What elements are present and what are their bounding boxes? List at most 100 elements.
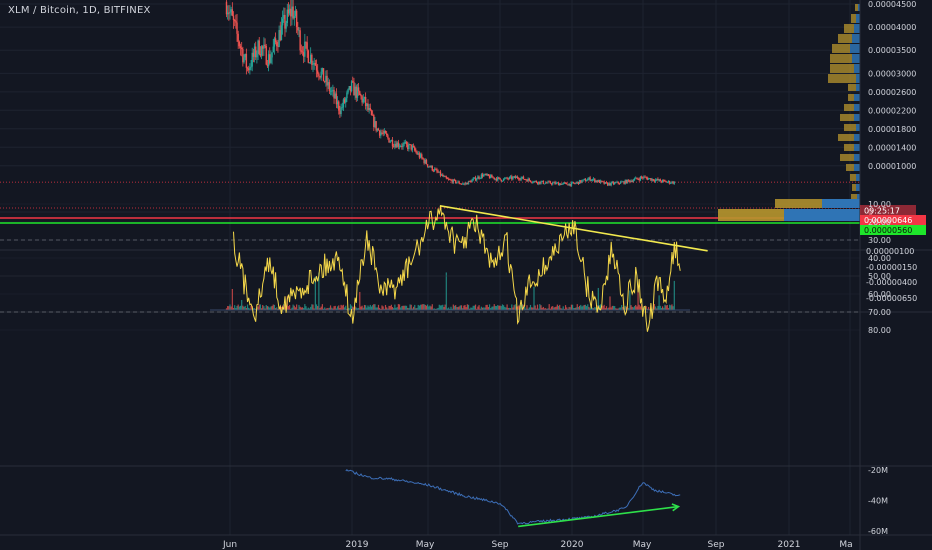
candle-body xyxy=(293,16,296,19)
volume-bar xyxy=(292,304,294,310)
time-axis[interactable]: Jun 2019 May Sep 2020 May Sep 2021 Ma xyxy=(222,540,853,550)
candle-body xyxy=(412,146,415,148)
volume-bar xyxy=(451,308,453,310)
candle-body xyxy=(311,54,313,65)
candle-body xyxy=(277,46,279,47)
volume-bar xyxy=(670,305,672,310)
candle-body xyxy=(491,175,493,178)
volume-bar xyxy=(659,305,661,310)
volume-bar xyxy=(589,308,591,310)
candle-body xyxy=(672,181,674,184)
volume-axis[interactable]: 0.00000100 -0.00000150 -0.00000400 -0.00000… xyxy=(866,247,917,303)
volume-bar xyxy=(505,307,507,310)
obv-pane[interactable] xyxy=(345,468,681,528)
candle-body xyxy=(237,33,239,42)
volume-bar xyxy=(369,304,371,310)
volume-bar xyxy=(424,304,426,310)
volume-bar xyxy=(465,307,467,310)
volume-bar xyxy=(665,305,667,310)
volume-bar xyxy=(635,304,637,310)
candle-body xyxy=(354,86,356,96)
candle-body xyxy=(333,89,335,99)
volume-bar xyxy=(266,306,269,310)
volume-bar xyxy=(415,308,417,310)
candle-body xyxy=(554,182,556,184)
volume-bar xyxy=(236,305,238,310)
volume-bar xyxy=(526,305,528,310)
price-pane[interactable] xyxy=(0,0,860,224)
volume-bar xyxy=(381,305,383,310)
price-axis[interactable]: 0.00004500 0.00004000 0.00003500 0.00003000… xyxy=(860,0,926,235)
candle-body xyxy=(492,177,494,179)
time-tick-label: 2019 xyxy=(346,540,369,550)
volume-pane[interactable] xyxy=(210,272,690,311)
volume-bar xyxy=(272,304,274,310)
candle-body xyxy=(497,177,499,181)
candle-body xyxy=(397,142,400,147)
candle-body xyxy=(657,178,659,181)
candle-body xyxy=(271,52,273,58)
candle-body xyxy=(279,30,281,41)
obv-axis[interactable]: -20M -40M -60M xyxy=(868,466,888,536)
volume-bar xyxy=(636,306,638,310)
price-tick-label: 0.00002200 xyxy=(868,106,916,115)
symbol-title: XLM / Bitcoin, 1D, BITFINEX xyxy=(8,5,151,16)
volume-bar xyxy=(655,306,657,310)
volume-bar xyxy=(464,304,466,310)
candle-body xyxy=(638,179,640,181)
volume-profile-bar xyxy=(854,144,860,151)
volume-bar xyxy=(618,307,620,310)
volume-bar xyxy=(605,306,608,310)
rsi-tick-label: 50.00 xyxy=(868,272,891,281)
volume-bar xyxy=(373,304,375,310)
candle-body xyxy=(423,159,425,164)
candle-body xyxy=(368,108,370,110)
volume-bar xyxy=(340,304,342,310)
volume-bar xyxy=(484,307,486,310)
candle-body xyxy=(257,40,259,54)
candle-body xyxy=(383,130,386,134)
volume-bar xyxy=(600,304,602,310)
candle-body xyxy=(501,180,504,182)
candle-body xyxy=(458,181,460,184)
rsi-axis[interactable]: 80.00 70.00 60.00 50.00 40.00 30.00 20.00 10.00 xyxy=(868,200,891,335)
time-tick-label: May xyxy=(416,540,435,550)
volume-bar xyxy=(418,305,421,310)
candle-body xyxy=(405,142,408,145)
volume-bar xyxy=(441,305,443,310)
volume-bar xyxy=(400,307,402,310)
candle-body xyxy=(527,178,529,182)
volume-bar xyxy=(294,307,297,310)
candle-body xyxy=(437,171,439,173)
volume-bar xyxy=(554,307,556,310)
volume-bar xyxy=(479,308,481,310)
candle-body xyxy=(571,182,574,184)
volume-profile-bar xyxy=(838,34,852,43)
volume-bar xyxy=(334,305,336,310)
volume-bar xyxy=(561,308,563,310)
candle-body xyxy=(532,182,534,184)
volume-bar xyxy=(463,305,465,310)
volume-bar xyxy=(395,307,397,310)
volume-bar xyxy=(574,307,576,310)
candle-body xyxy=(508,177,511,180)
volume-bar xyxy=(672,306,674,310)
volume-bar xyxy=(355,307,357,310)
candle-body xyxy=(278,30,280,47)
volume-bar xyxy=(660,307,663,310)
volume-bar xyxy=(601,304,603,310)
candle-body xyxy=(552,182,554,185)
volume-profile-bar xyxy=(856,14,860,23)
volume-bar xyxy=(656,308,658,310)
candle-body xyxy=(511,176,513,180)
candle-body xyxy=(341,107,343,109)
volume-bar xyxy=(445,272,447,310)
volume-bar xyxy=(321,304,323,310)
candle-body xyxy=(398,146,401,148)
time-tick-label: Sep xyxy=(708,540,725,550)
candle-body xyxy=(461,183,464,185)
volume-profile-bar xyxy=(844,24,854,33)
rsi-pane[interactable] xyxy=(0,205,860,332)
